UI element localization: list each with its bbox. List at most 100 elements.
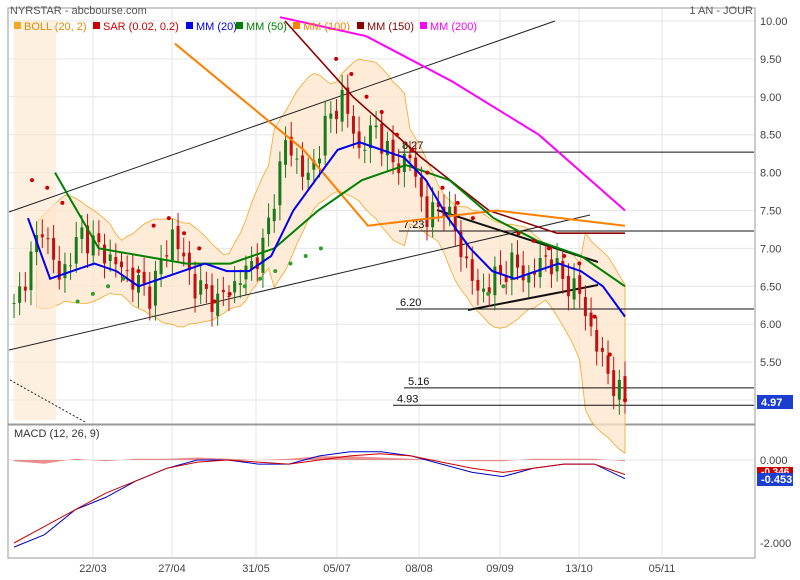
candle-body <box>148 286 152 309</box>
sar-dot <box>75 299 80 304</box>
candle-body <box>301 155 305 177</box>
sar-dot <box>410 147 415 152</box>
candle-body <box>267 217 271 235</box>
candle-body <box>74 237 78 264</box>
candle-body <box>80 227 84 239</box>
candle-body <box>136 274 140 293</box>
legend-label-boll: BOLL (20, 2) <box>24 21 87 33</box>
candle-body <box>284 140 288 165</box>
mm200-line <box>279 16 626 212</box>
candle-body <box>402 153 406 173</box>
sar-dot <box>258 276 263 281</box>
sar-dot <box>577 261 582 266</box>
candle-body <box>210 285 214 313</box>
legend-label-mm200: MM (200) <box>430 21 477 33</box>
macd-y-tick-label: -2.000 <box>760 538 791 550</box>
candle-body <box>493 266 497 296</box>
x-axis-labels: 22/03 27/04 31/05 05/07 08/08 09/09 13/10 05/11 <box>79 563 675 575</box>
sar-dot <box>394 132 399 137</box>
candle-body <box>97 233 101 243</box>
legend-swatch-mm20 <box>186 22 193 29</box>
chart-period: 1 AN - JOUR <box>689 5 753 17</box>
candle-body <box>238 283 242 285</box>
x-tick-label: 22/03 <box>79 563 107 575</box>
candle-body <box>589 312 593 327</box>
y-tick-label: 9.50 <box>760 54 781 66</box>
candle-body <box>380 123 384 154</box>
x-tick-label: 09/09 <box>486 563 514 575</box>
price-level-label: 5.16 <box>408 376 429 388</box>
candle-body <box>272 208 276 222</box>
candle-body <box>578 275 582 294</box>
candle-body <box>544 255 548 257</box>
candle-body <box>295 158 299 160</box>
legend-label-sar: SAR (0.02, 0.2) <box>103 21 179 33</box>
y-tick-label: 7.50 <box>760 206 781 218</box>
candle-body <box>470 259 474 281</box>
candle-body <box>46 238 50 240</box>
candle-body <box>487 287 491 294</box>
candle-body <box>617 379 621 400</box>
y-tick-label: 6.50 <box>760 281 781 293</box>
sar-dot <box>455 200 460 205</box>
candle-body <box>448 206 452 217</box>
candle-body <box>91 235 95 256</box>
candle-body <box>504 275 508 282</box>
candle-body <box>385 140 389 156</box>
candle-body <box>612 370 616 397</box>
candle-body <box>623 376 627 403</box>
sar-dot <box>288 261 293 266</box>
bollinger-band <box>14 20 626 454</box>
price-level-label: 4.93 <box>397 393 418 405</box>
signal-line <box>13 453 626 544</box>
candle-body <box>278 161 282 206</box>
grid <box>9 9 754 557</box>
candle-body <box>312 160 316 170</box>
candle-body <box>408 154 412 159</box>
candle-body <box>204 283 208 289</box>
bollinger-area-early <box>14 20 56 420</box>
legend-label-mm100: MM (100) <box>303 21 350 33</box>
candle-body <box>221 289 225 293</box>
candle-body <box>521 265 525 281</box>
macd-lines <box>13 451 626 548</box>
sar-dot <box>546 246 551 251</box>
candle-body <box>357 131 361 148</box>
macd-y-tick-label: 0.000 <box>760 455 788 467</box>
candle-body <box>250 261 254 270</box>
candle-body <box>199 280 203 295</box>
y-tick-label: 7.00 <box>760 243 781 255</box>
last-price-badge: 4.97 <box>761 397 782 409</box>
legend-label-mm50: MM (50) <box>246 21 287 33</box>
candle-body <box>261 237 265 273</box>
sar-dot <box>166 216 171 221</box>
sar-dot <box>531 238 536 243</box>
sar-dot <box>470 216 475 221</box>
candle-body <box>182 252 186 257</box>
sar-dot <box>318 246 323 251</box>
candle-body <box>227 296 231 298</box>
sar-dot <box>212 299 217 304</box>
sar-dot <box>60 200 65 205</box>
chart-title: NYRSTAR - abcbourse.com <box>10 5 147 17</box>
candle-body <box>340 89 344 122</box>
price-levels: 8.27 7.23 6.20 5.16 4.93 <box>393 140 754 406</box>
candle-body <box>12 302 16 304</box>
mm100-line <box>174 42 626 227</box>
moving-averages <box>27 16 626 318</box>
sar-dot <box>623 398 627 402</box>
x-tick-label: 08/08 <box>405 563 433 575</box>
candle-body <box>159 258 163 275</box>
candle-body <box>165 255 169 257</box>
legend-swatch-mm150 <box>357 22 364 29</box>
candle-body <box>142 271 146 284</box>
candle-body <box>532 272 536 275</box>
y-tick-label: 9.00 <box>760 92 781 104</box>
price-level-label: 7.23 <box>403 219 424 231</box>
mm50-line <box>54 163 626 288</box>
macd-panel <box>7 424 756 559</box>
candle-body <box>187 252 191 271</box>
y-tick-label: 6.00 <box>760 319 781 331</box>
x-tick-label: 27/04 <box>158 563 186 575</box>
